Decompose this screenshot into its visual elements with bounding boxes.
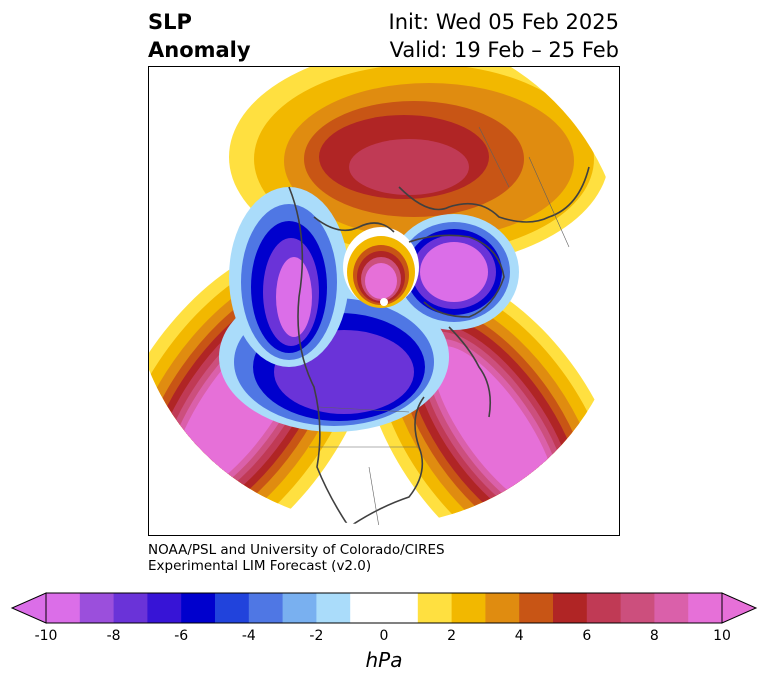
colorbar-segment: [519, 593, 554, 623]
colorbar-segment: [485, 593, 520, 623]
colorbar-segment: [79, 593, 115, 623]
colorbar-segment: [688, 593, 723, 623]
colorbar-extend-max: [721, 592, 758, 624]
credit-line-1: NOAA/PSL and University of Colorado/CIRE…: [148, 542, 445, 558]
colorbar-tick-label: -2: [309, 628, 324, 644]
colorbar-segment: [113, 593, 148, 623]
colorbar-segment: [46, 593, 81, 623]
colorbar-segment: [181, 593, 216, 623]
forecast-dates: Init: Wed 05 Feb 2025 Valid: 19 Feb – 25…: [389, 8, 619, 64]
map-canvas: [149, 67, 619, 525]
colorbar-tick-label: -10: [34, 628, 58, 644]
colorbar-segment: [620, 593, 655, 623]
colorbar-segment: [316, 593, 351, 623]
title-line-2: Anomaly: [148, 38, 251, 62]
colorbar-segment: [417, 593, 453, 623]
colorbar-segments: [46, 593, 723, 623]
slp-anomaly-map: [148, 66, 620, 536]
colorbar-tick-label: 6: [582, 628, 592, 644]
colorbar-tick-label: -6: [174, 628, 189, 644]
colorbar-tick-label: 10: [713, 628, 731, 644]
colorbar-segment: [282, 593, 317, 623]
valid-range: Valid: 19 Feb – 25 Feb: [389, 38, 619, 62]
colorbar-segment: [451, 593, 486, 623]
colorbar-segment: [384, 593, 419, 623]
neg-anomaly-alaska: [229, 187, 349, 367]
colorbar-unit: hPa: [365, 648, 403, 672]
pos-anomaly-central-arctic: [343, 227, 419, 308]
coastlines: [288, 166, 590, 525]
colorbar-segment: [553, 593, 588, 623]
colorbar-segment: [248, 593, 284, 623]
political-borders: [309, 126, 570, 525]
credit-line-2: Experimental LIM Forecast (v2.0): [148, 558, 372, 574]
colorbar-segment: [147, 593, 182, 623]
colorbar-tick-label: 4: [514, 628, 524, 644]
title-line-1: SLP: [148, 10, 192, 34]
map-title: SLP Anomaly: [148, 8, 251, 64]
colorbar-segment: [350, 593, 385, 623]
colorbar-tick-label: 0: [379, 628, 389, 644]
colorbar: [10, 592, 758, 624]
colorbar-segment: [215, 593, 250, 623]
colorbar-tick-label: -4: [241, 628, 256, 644]
neg-anomaly-barents: [389, 214, 519, 330]
colorbar-outline: [45, 592, 723, 624]
colorbar-segment: [654, 593, 689, 623]
colorbar-tick-label: -8: [106, 628, 121, 644]
colorbar-tick-label: 2: [447, 628, 457, 644]
init-date: Init: Wed 05 Feb 2025: [388, 10, 619, 34]
credit-text: NOAA/PSL and University of Colorado/CIRE…: [148, 542, 445, 574]
colorbar-extend-min: [10, 592, 47, 624]
pos-anomaly-eurasia: [229, 67, 609, 267]
colorbar-segment: [586, 593, 622, 623]
colorbar-tick-label: 8: [649, 628, 659, 644]
pole-marker: [380, 298, 388, 306]
